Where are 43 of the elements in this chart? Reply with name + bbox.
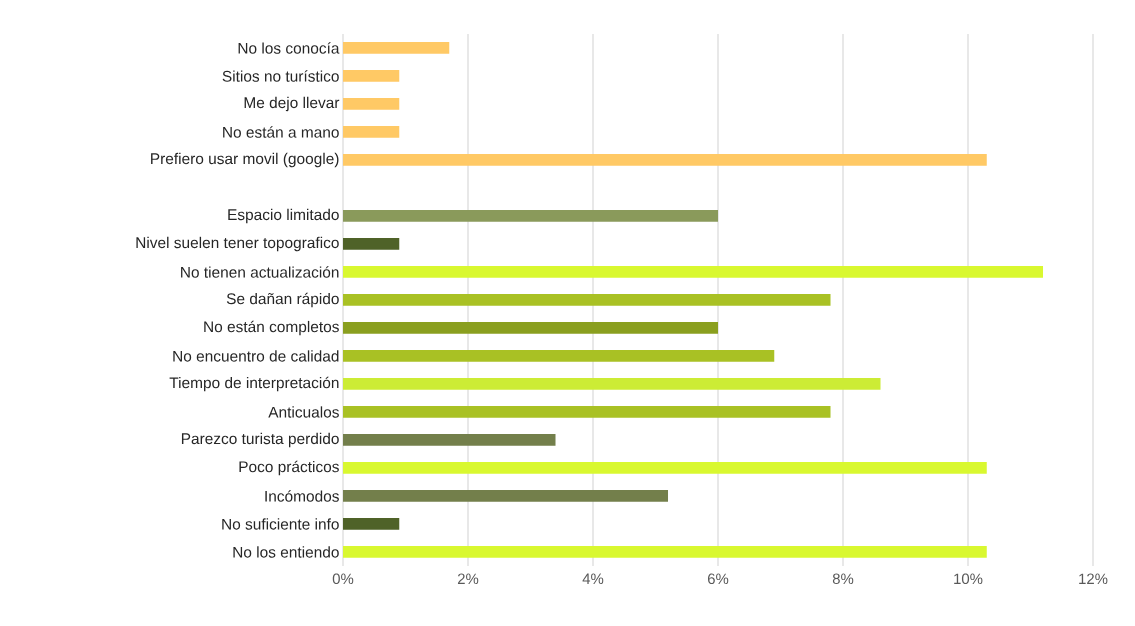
y-tick-label: Espacio limitado: [228, 208, 339, 224]
x-tick-label: 4%: [582, 573, 604, 584]
y-tick-label: Se dañan rápido: [226, 292, 339, 308]
x-tick-label: 0%: [332, 573, 354, 585]
x-tick-label: 10%: [954, 573, 983, 585]
x-tick-label: 12%: [1079, 573, 1108, 585]
x-tick-label: 2%: [457, 573, 479, 585]
y-tick-label: No encuentro de calidad: [173, 350, 339, 362]
bar: [343, 490, 669, 502]
bar: [343, 546, 987, 558]
bar: [343, 294, 831, 306]
x-tick-label: 6%: [707, 573, 729, 585]
bar: [343, 350, 775, 362]
bar: [343, 462, 987, 474]
y-tick-label: Nivel suelen tener topografico: [136, 236, 339, 252]
y-tick-label: Sitios no turístico: [222, 70, 339, 82]
x-tick-label: 8%: [832, 573, 854, 585]
y-tick-label: No están completos: [204, 320, 339, 336]
y-tick-label: No suficiente info: [222, 518, 339, 530]
bar: [343, 266, 1044, 278]
bar: [343, 434, 556, 446]
y-tick-label: Tiempo de interpretación: [169, 376, 339, 392]
bar: [343, 70, 400, 82]
bar: [343, 518, 400, 530]
bar: [343, 98, 400, 110]
bar: [343, 322, 719, 334]
y-tick-label: Me dejo llevar: [244, 96, 340, 112]
y-tick-label: Incómodos: [265, 490, 339, 502]
y-tick-label: No los entiendo: [233, 546, 339, 558]
bar: [343, 210, 719, 222]
bar: [343, 378, 881, 390]
bar: [343, 42, 450, 54]
bar: [343, 126, 400, 138]
bar: [343, 406, 831, 418]
bar: [343, 154, 987, 166]
y-tick-label: Poco prácticos: [239, 460, 339, 476]
y-tick-label: No tienen actualización: [181, 266, 339, 278]
bar: [343, 238, 400, 250]
y-tick-label: No están a mano: [223, 126, 339, 138]
y-tick-label: Anticualos: [268, 406, 339, 418]
y-tick-label: No los conocía: [238, 42, 340, 54]
y-tick-label: Prefiero usar movil (google): [151, 152, 339, 168]
y-tick-label: Parezco turista perdido: [181, 432, 339, 448]
